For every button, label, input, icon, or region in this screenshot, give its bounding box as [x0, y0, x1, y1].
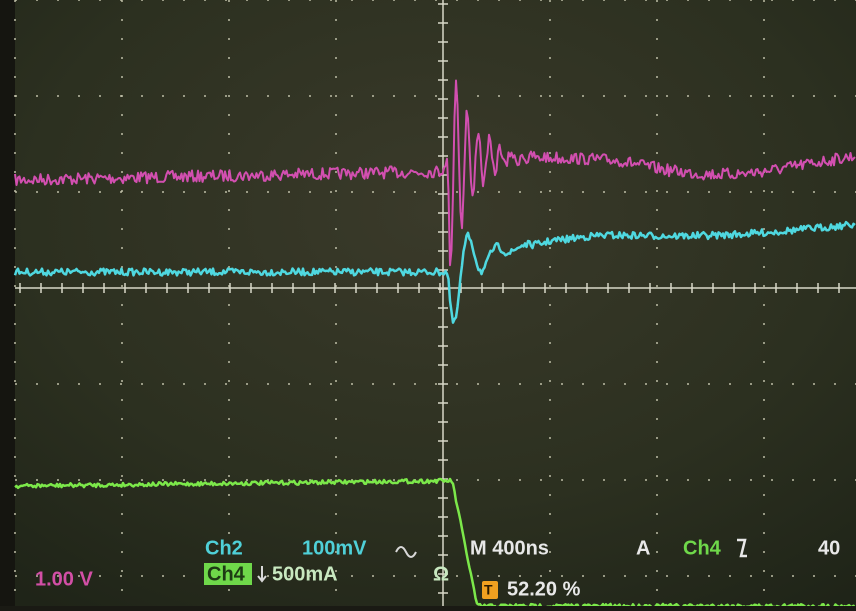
ch4-label: Ch4	[207, 563, 246, 585]
trigger-marker: T	[484, 582, 493, 598]
trigger-mode: A	[636, 537, 650, 559]
ch2-scale: 100mV	[302, 537, 367, 559]
oscilloscope-screen: 1.00 V Ch2 100mV Ch4 500mA Ω M 400ns A C…	[0, 0, 856, 606]
ch4-unit: Ω	[433, 563, 449, 585]
trigger-position: 52.20 %	[507, 578, 581, 600]
timebase: M 400ns	[470, 537, 549, 559]
display	[15, 0, 856, 606]
trigger-level: 40	[818, 537, 840, 559]
ch1-scale: 1.00 V	[35, 568, 93, 590]
ch2-label: Ch2	[205, 537, 243, 559]
ch4-scale: 500mA	[272, 563, 338, 585]
trigger-source: Ch4	[683, 537, 722, 559]
